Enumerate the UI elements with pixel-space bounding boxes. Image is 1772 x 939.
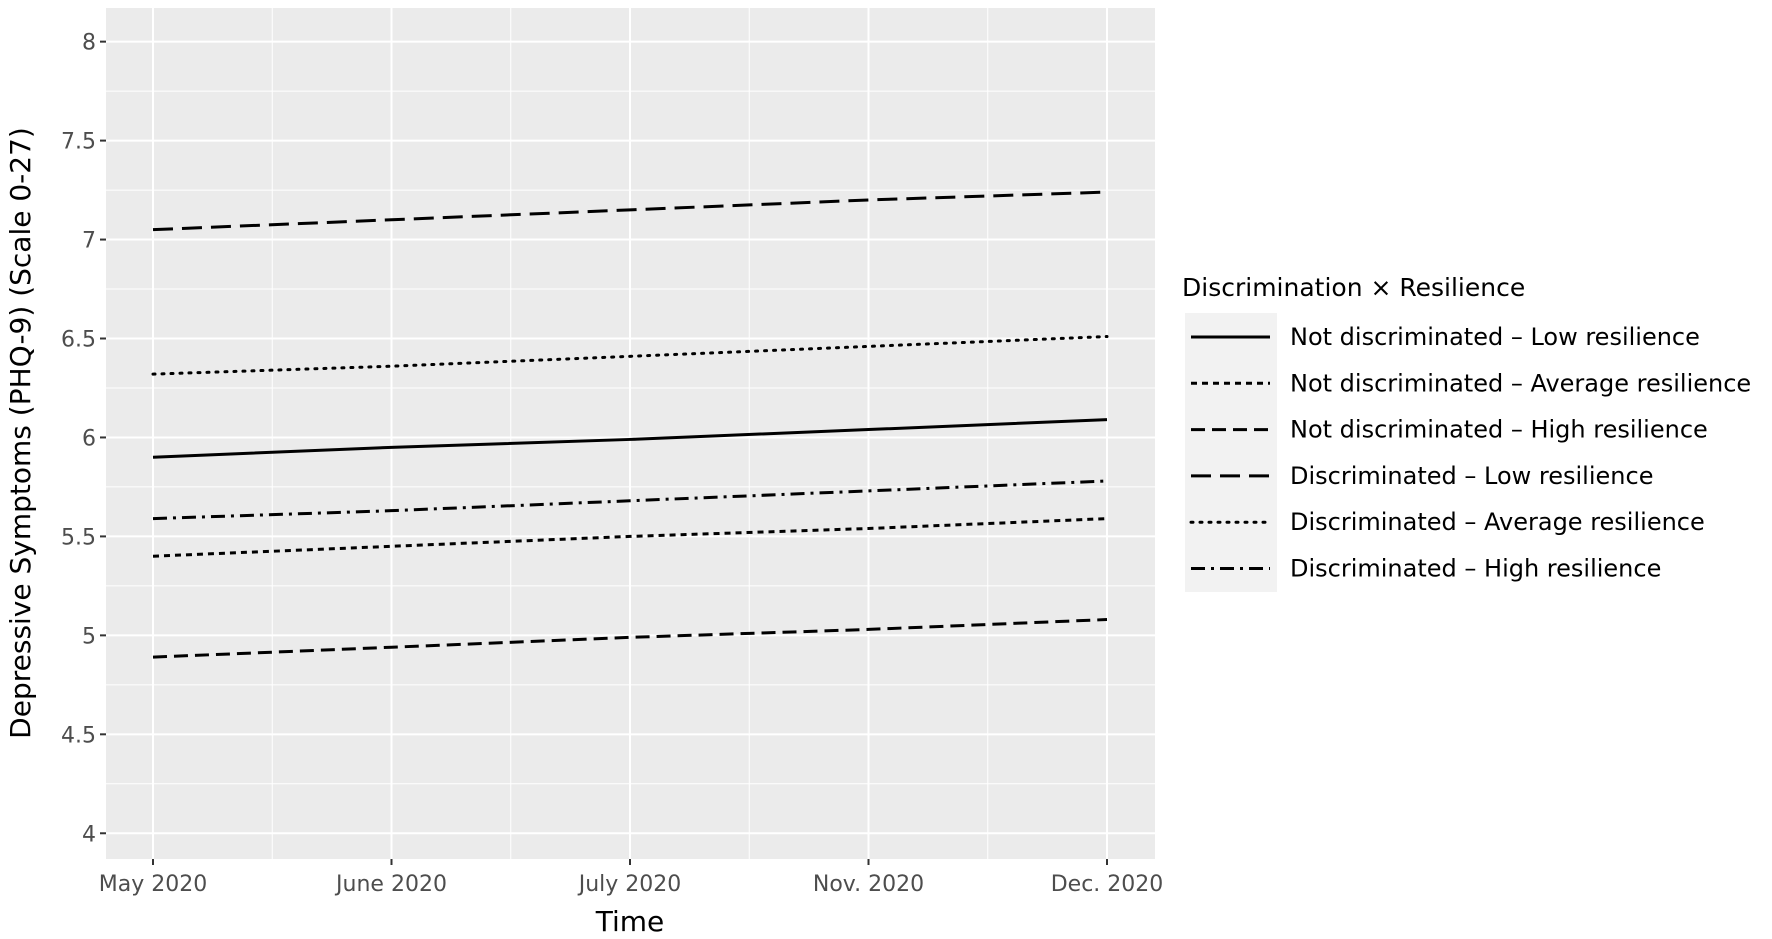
legend-keys-background xyxy=(1185,313,1277,592)
y-tick-label: 7 xyxy=(82,229,96,254)
x-axis-title: Time xyxy=(595,905,665,938)
x-tick-label: Dec. 2020 xyxy=(1051,872,1164,897)
grid-lines xyxy=(106,8,1155,859)
y-tick-label: 5.5 xyxy=(61,525,96,550)
y-axis-ticks: 4 4.5 5 5.5 6 6.5 7 7.5 8 xyxy=(61,31,106,847)
y-tick-label: 4.5 xyxy=(61,723,96,748)
legend-title: Discrimination × Resilience xyxy=(1182,273,1525,302)
data-series xyxy=(151,190,1109,659)
y-tick-label: 6.5 xyxy=(61,328,96,353)
series-line-1 xyxy=(152,418,1108,459)
series-line-6 xyxy=(152,479,1108,521)
legend-items: Not discriminated – Low resilience Not di… xyxy=(1189,323,1751,583)
legend-label-6: Discriminated – High resilience xyxy=(1290,555,1661,583)
x-tick-label: July 2020 xyxy=(577,872,682,897)
y-axis-title: Depressive Symptoms (PHQ-9) (Scale 0-27) xyxy=(4,127,37,739)
legend-label-2: Not discriminated – Average resilience xyxy=(1290,369,1751,397)
legend-label-1: Not discriminated – Low resilience xyxy=(1290,323,1700,351)
y-tick-label: 5 xyxy=(82,624,96,649)
y-tick-label: 8 xyxy=(82,31,96,56)
series-line-4 xyxy=(152,190,1108,232)
y-tick-label: 7.5 xyxy=(61,130,96,155)
legend: Discrimination × Resilience Not discrimi… xyxy=(1182,273,1751,592)
x-tick-label: May 2020 xyxy=(99,872,207,897)
series-line-3 xyxy=(152,618,1108,659)
x-tick-label: June 2020 xyxy=(334,872,447,897)
series-line-2 xyxy=(152,517,1108,558)
legend-label-5: Discriminated – Average resilience xyxy=(1290,508,1705,536)
legend-label-3: Not discriminated – High resilience xyxy=(1290,416,1708,444)
x-tick-label: Nov. 2020 xyxy=(813,872,924,897)
legend-label-4: Discriminated – Low resilience xyxy=(1290,462,1653,490)
y-tick-label: 6 xyxy=(82,426,96,451)
x-axis-ticks: May 2020 June 2020 July 2020 Nov. 2020 Dec. … xyxy=(99,859,1164,897)
series-line-5 xyxy=(151,335,1109,376)
y-tick-label: 4 xyxy=(82,822,96,847)
